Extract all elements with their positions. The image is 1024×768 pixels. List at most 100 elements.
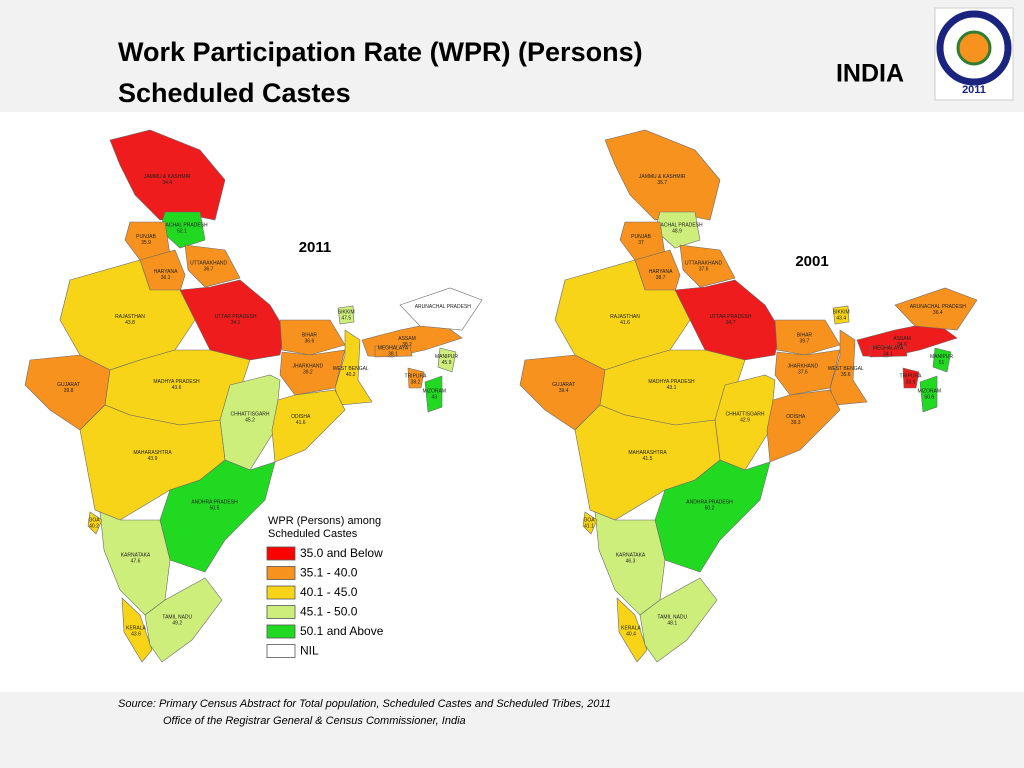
state-name: JHARKHAND — [788, 363, 819, 369]
state-region — [604, 129, 721, 221]
state-name: JHARKHAND — [293, 363, 324, 369]
state-value: 46.3 — [626, 559, 636, 565]
state-name: JAMMU & KASHMIR — [144, 174, 191, 180]
state-value: 47.6 — [131, 559, 141, 565]
country-label: INDIA — [836, 60, 904, 88]
state-region — [109, 129, 226, 221]
state-name: KERALA — [126, 626, 146, 632]
state-value: 37 — [638, 240, 644, 246]
state-name: TRIPURA — [405, 373, 428, 379]
state-name: WEST BENGAL — [828, 366, 864, 372]
state-value: 50.6 — [924, 395, 934, 401]
state-name: GOA — [583, 517, 595, 523]
legend-swatch — [266, 605, 296, 619]
state-name: MEGHALAYA — [378, 346, 409, 352]
legend-label: 35.0 and Below — [300, 546, 383, 560]
legend-label: 35.1 - 40.0 — [300, 566, 358, 580]
state-region — [87, 511, 103, 535]
state-value: 40.2 — [89, 523, 99, 529]
state-name: RAJASTHAN — [115, 314, 145, 320]
state-value: 39.4 — [559, 388, 569, 394]
source-line: Source: Primary Census Abstract for Tota… — [118, 698, 611, 710]
state-value: 39.2 — [303, 369, 313, 375]
state-value: 36.6 — [305, 338, 315, 344]
map-year: 2011 — [299, 239, 332, 256]
footer-band — [0, 692, 1024, 768]
legend-label: 50.1 and Above — [300, 624, 384, 638]
state-value: 33.9 — [906, 379, 916, 385]
state-region — [829, 329, 868, 406]
state-value: 50.5 — [210, 506, 220, 512]
state-name: MADHYA PRADESH — [153, 379, 200, 385]
state-value: 39.8 — [64, 388, 74, 394]
state-value: 42.9 — [740, 417, 750, 423]
state-region — [374, 345, 413, 358]
state-value: 41.1 — [584, 523, 594, 529]
legend-title: WPR (Persons) among — [268, 515, 381, 527]
state-region — [832, 305, 850, 325]
state-value: 34.1 — [883, 352, 893, 358]
state-value: 43.4 — [836, 315, 846, 321]
state-value: 45.2 — [245, 417, 255, 423]
state-name: MANIPUR — [930, 354, 953, 360]
state-name: TAMIL NADU — [657, 614, 687, 620]
legend-label: 40.1 - 45.0 — [300, 585, 358, 599]
state-value: 43 — [431, 395, 437, 401]
state-value: 35.9 — [141, 240, 151, 246]
state-name: TAMIL NADU — [162, 614, 192, 620]
state-name: GOA — [88, 517, 100, 523]
state-value: 48.1 — [667, 620, 677, 626]
state-name: HIMACHAL PRADESH — [651, 223, 703, 229]
state-name: ODISHA — [291, 414, 311, 420]
state-name: SIKKIM — [833, 309, 850, 315]
legend-swatch — [266, 644, 296, 658]
state-name: KERALA — [621, 626, 641, 632]
state-name: MADHYA PRADESH — [648, 379, 695, 385]
state-name: GUJARAT — [552, 382, 575, 388]
state-value: 41.6 — [296, 420, 306, 426]
state-value: 37.6 — [798, 369, 808, 375]
state-region — [334, 329, 373, 406]
state-value: 38.2 — [402, 342, 412, 348]
state-name: WEST BENGAL — [333, 366, 369, 372]
state-name: ANDHRA PRADESH — [191, 500, 238, 506]
legend-swatch — [266, 624, 296, 639]
state-value: 34.4 — [162, 180, 172, 186]
state-name: ASSAM — [893, 336, 911, 342]
legend-swatch — [266, 546, 296, 561]
state-region — [121, 597, 153, 663]
state-name: MIZORAM — [422, 389, 446, 395]
state-name: UTTAR PRADESH — [215, 314, 257, 320]
state-value: 49.2 — [172, 620, 182, 626]
state-region — [616, 597, 648, 663]
state-value: 34.1 — [231, 320, 241, 326]
state-value: 52.1 — [177, 229, 187, 235]
state-value: 43.1 — [667, 385, 677, 391]
state-value: 36.7 — [204, 266, 214, 272]
state-region — [932, 347, 952, 373]
state-value: 39.3 — [791, 420, 801, 426]
state-name: HARYANA — [649, 269, 673, 275]
state-value: 38.7 — [656, 275, 666, 281]
state-value: 43.6 — [172, 385, 182, 391]
legend-label: 45.1 - 50.0 — [300, 605, 358, 619]
state-name: ASSAM — [398, 336, 416, 342]
state-value: 45.9 — [442, 360, 452, 366]
state-value: 47.5 — [341, 315, 351, 321]
logo-year: 2011 — [962, 84, 986, 96]
state-name: UTTARAKHAND — [685, 260, 723, 266]
state-name: BIHAR — [797, 332, 813, 338]
title-line: Scheduled Castes — [118, 78, 351, 108]
state-value: 50.2 — [705, 506, 715, 512]
state-region — [279, 319, 346, 356]
state-region — [144, 577, 223, 663]
state-region — [424, 375, 443, 413]
state-value: 38.1 — [388, 352, 398, 358]
state-region — [869, 345, 908, 358]
state-name: UTTARAKHAND — [190, 260, 228, 266]
map-year: 2001 — [795, 253, 828, 270]
state-name: PUNJAB — [136, 234, 156, 240]
legend-title: Scheduled Castes — [268, 528, 358, 540]
state-region — [679, 244, 736, 288]
